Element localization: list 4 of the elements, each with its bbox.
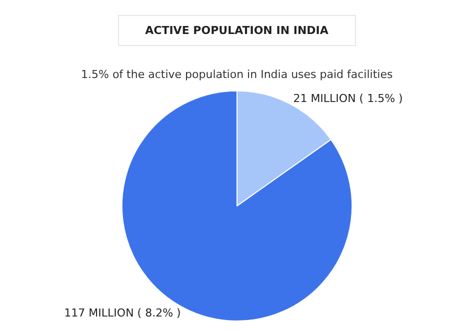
chart-subtitle: 1.5% of the active population in India uses paid facilities (81, 68, 393, 81)
data-label: 117 MILLION ( 8.2% ) (64, 306, 181, 320)
data-label: 21 MILLION ( 1.5% ) (293, 92, 403, 106)
chart-title: ACTIVE POPULATION IN INDIA (145, 24, 329, 37)
